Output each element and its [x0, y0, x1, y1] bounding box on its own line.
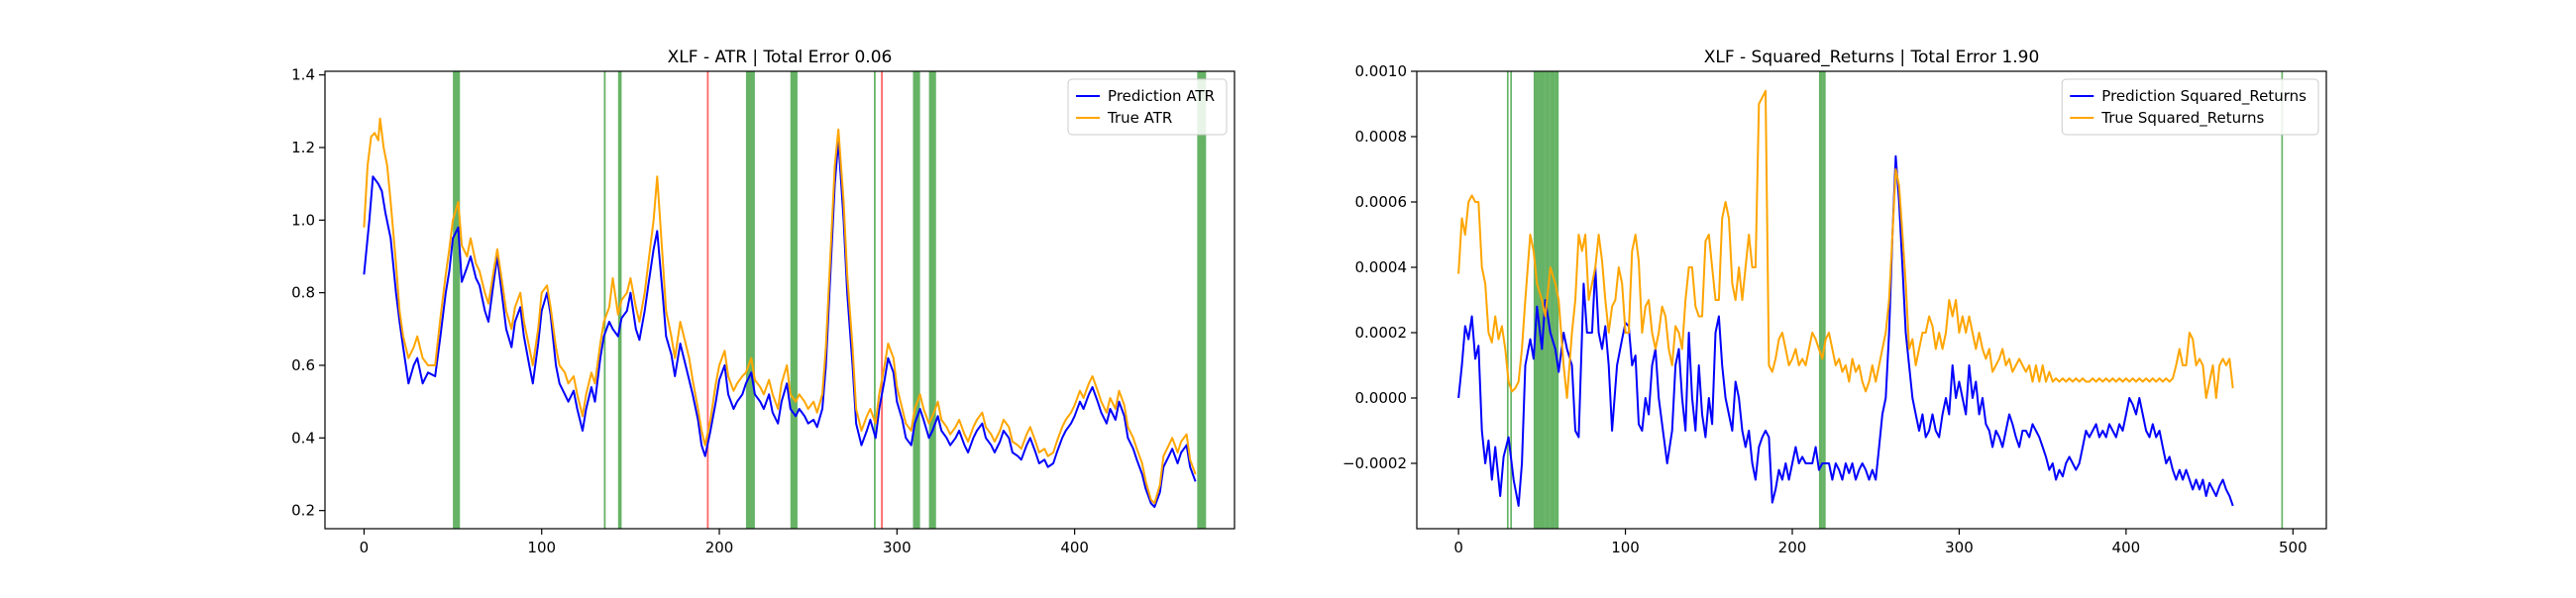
highlight-span: [790, 71, 798, 529]
chart-panel-1: 0 100 200 300 400 0.2 0.4 0.6 0.8 1.0 1.2 1.4 XLF - …: [291, 48, 1235, 556]
y-tick-label: 0.0010: [1355, 62, 1408, 80]
y-tick-label: 0.2: [291, 502, 315, 520]
x-tick-label: 200: [705, 539, 734, 556]
legend-box: [2061, 78, 2319, 136]
highlight-span: [1533, 71, 1539, 529]
y-tick-label: 0.8: [291, 284, 315, 302]
x-tick-label: 0: [1453, 539, 1463, 556]
axes-frame: [1416, 70, 2327, 530]
y-tick-label: 1.0: [291, 211, 315, 229]
y-tick-label: 0.0008: [1355, 128, 1408, 146]
y-tick-label: 1.4: [291, 66, 315, 84]
chart-title: XLF - ATR | Total Error 0.06: [668, 48, 893, 67]
y-tick-label: 0.4: [291, 429, 315, 447]
highlight-span: [1818, 71, 1823, 529]
y-tick-label: 0.0004: [1355, 258, 1408, 276]
x-tick-label: 300: [1945, 539, 1974, 556]
highlight-span: [1555, 71, 1559, 529]
series-lines: [363, 117, 1197, 508]
series-line-prediction: [363, 139, 1197, 508]
highlight-span: [1197, 71, 1207, 529]
series-lines: [1457, 89, 2234, 507]
highlight-span: [1510, 71, 1513, 529]
y-tick-label: 0.0000: [1355, 389, 1408, 407]
series-line-true: [1457, 89, 2234, 399]
highlight-span: [706, 71, 709, 529]
highlight-span: [1506, 71, 1509, 529]
legend-entry: Prediction Squared_Returns: [2101, 87, 2307, 106]
series-line-prediction: [1457, 154, 2234, 507]
highlight-span: [617, 71, 622, 529]
highlight-span: [881, 71, 883, 529]
axes-frame: [324, 70, 1235, 530]
highlight-span: [2281, 71, 2284, 529]
highlight-span: [745, 71, 755, 529]
x-tick-label: 200: [1778, 539, 1807, 556]
legend: Prediction ATR True ATR: [1067, 78, 1228, 136]
highlight-span: [928, 71, 936, 529]
x-tick-label: 300: [883, 539, 912, 556]
y-tick-label: 0.0006: [1355, 193, 1408, 211]
y-tick-label: 0.0002: [1355, 324, 1408, 342]
series-line-true: [363, 117, 1197, 505]
chart-panel-2: 0 100 200 300 400 500 −0.0002 0.0000 0.0002 0.000…: [1342, 48, 2327, 556]
y-tick-label: 0.6: [291, 356, 315, 374]
x-tick-label: 500: [2279, 539, 2308, 556]
highlight-spans: [453, 71, 1207, 529]
legend-entry: Prediction ATR: [1108, 87, 1215, 105]
highlight-span: [1550, 71, 1556, 529]
highlight-span: [1822, 71, 1826, 529]
highlight-span: [603, 71, 606, 529]
x-tick-label: 400: [2112, 539, 2141, 556]
highlight-span: [912, 71, 920, 529]
y-tick-label: −0.0002: [1342, 454, 1407, 472]
x-tick-label: 400: [1060, 539, 1089, 556]
legend-box: [1067, 78, 1228, 136]
highlight-span: [453, 71, 461, 529]
highlight-span: [874, 71, 876, 529]
x-tick-label: 0: [360, 539, 370, 556]
y-tick-label: 1.2: [291, 139, 315, 156]
legend-entry: True ATR: [1107, 109, 1172, 127]
legend: Prediction Squared_Returns True Squared_R…: [2061, 78, 2319, 136]
chart-title: XLF - Squared_Returns | Total Error 1.90: [1704, 48, 2040, 67]
x-tick-label: 100: [527, 539, 556, 556]
x-tick-label: 100: [1611, 539, 1640, 556]
legend-entry: True Squared_Returns: [2100, 109, 2264, 128]
